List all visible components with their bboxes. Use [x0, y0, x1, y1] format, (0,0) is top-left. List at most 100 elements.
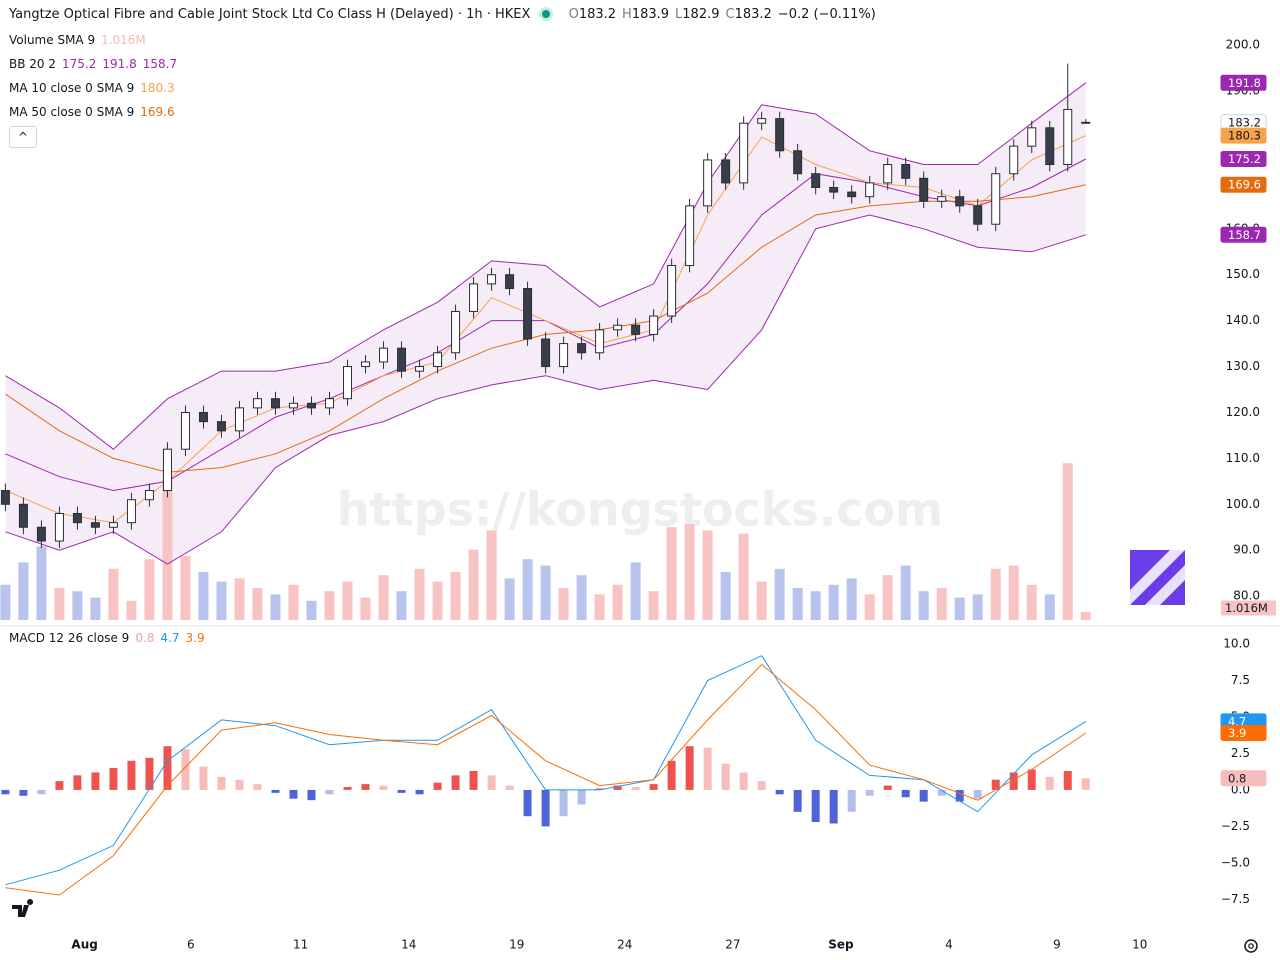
candle-body: [649, 315, 659, 335]
candle-body: [1063, 108, 1073, 166]
y-tick-label: 10.0: [1223, 637, 1250, 651]
y-tick-label: 7.5: [1231, 673, 1250, 687]
volume-bar: [414, 568, 425, 620]
macd-pane: [1, 655, 1090, 896]
candle-body: [595, 329, 605, 354]
legend-name: Volume SMA 9: [9, 33, 96, 47]
y-tick-label: 140.0: [1226, 313, 1260, 327]
legend-value: 175.2: [62, 57, 97, 71]
legend-value: 4.7: [160, 631, 180, 645]
legend-value: 169.6: [140, 105, 175, 119]
symbol-title: Yangtze Optical Fibre and Cable Joint St…: [9, 7, 531, 22]
y-tick-label: 130.0: [1226, 359, 1260, 373]
candle-body: [811, 173, 821, 188]
histogram-bar: [865, 789, 874, 796]
price-badge: [1220, 770, 1267, 787]
price-badge-label: 3.9: [1228, 726, 1246, 740]
price-badge-label: 183.2: [1228, 115, 1261, 129]
candle-body: [307, 402, 317, 409]
histogram-bar: [487, 775, 496, 790]
icon-stripes: [1130, 550, 1185, 605]
histogram-bar: [37, 789, 46, 795]
volume-bar: [288, 584, 299, 620]
histogram-bar: [991, 779, 1000, 790]
gear-hub[interactable]: [1248, 943, 1254, 949]
candle-body: [234, 407, 244, 432]
macd-line: [5, 663, 1087, 896]
histogram-bar: [415, 789, 424, 795]
histogram-bar: [217, 776, 226, 790]
candle-body: [559, 343, 569, 368]
candle-body: [937, 196, 947, 202]
candle-body: [721, 159, 731, 184]
candle-body: [198, 411, 208, 423]
volume-bar: [1026, 584, 1037, 620]
settings-icon[interactable]: [1244, 939, 1258, 953]
candle-body: [703, 159, 713, 207]
volume-bar: [972, 594, 983, 620]
overlay-line: [5, 135, 1087, 524]
candle-body: [216, 421, 226, 432]
volume-bar: [432, 581, 443, 620]
histogram-bar: [55, 781, 64, 790]
histogram-bar: [775, 789, 784, 795]
volume-bar: [792, 588, 803, 620]
candle-body: [1009, 145, 1019, 175]
histogram-bar: [127, 760, 136, 790]
macd-line: [5, 655, 1087, 886]
histogram-bar: [559, 789, 568, 817]
price-badge: [1220, 151, 1267, 168]
histogram-bar: [109, 768, 118, 790]
y-tick-label: 2.5: [1231, 746, 1250, 760]
price-badge: [1220, 176, 1267, 193]
histogram-bar: [955, 789, 964, 802]
collapse-button[interactable]: ^: [9, 126, 37, 148]
ohlc-letter: H: [622, 7, 632, 22]
candle-body: [108, 522, 118, 528]
histogram-bar: [613, 785, 622, 790]
histogram-bar: [163, 746, 172, 790]
candle-body: [180, 411, 190, 450]
histogram-bar: [973, 789, 982, 799]
x-tick-label: 24: [617, 938, 632, 952]
volume-bar: [36, 546, 47, 620]
histogram-bar: [757, 781, 766, 790]
legend-name: MACD 12 26 close 9: [9, 631, 130, 645]
histogram-bar: [325, 789, 334, 795]
histogram-bar: [199, 766, 208, 790]
histogram-bar: [685, 746, 694, 790]
candle-body: [1081, 121, 1091, 124]
volume-bar: [180, 556, 191, 620]
histogram-bar: [1045, 776, 1054, 790]
candle-body: [757, 118, 767, 124]
volume-bar: [810, 591, 821, 620]
histogram-bar: [847, 789, 856, 812]
histogram-bar: [145, 757, 154, 790]
histogram-bar: [289, 789, 298, 799]
y-tick-label: 80.0: [1233, 589, 1260, 603]
candle-body: [379, 347, 389, 363]
price-badge: [1220, 226, 1267, 243]
x-tick-label: 14: [401, 938, 416, 952]
volume-badge-label: 1.016M: [1225, 601, 1268, 615]
x-tick-label: 19: [509, 938, 524, 952]
ohlc-value: 183.9: [631, 7, 670, 22]
histogram-bar: [703, 747, 712, 790]
gear[interactable]: [1244, 939, 1258, 953]
price-pane: [0, 63, 1091, 620]
volume-bar: [360, 597, 371, 620]
volume-bar: [882, 575, 893, 620]
histogram-bar: [649, 784, 658, 790]
volume-bar: [198, 572, 209, 620]
candle-body: [343, 366, 353, 400]
x-tick-label: 27: [725, 938, 740, 952]
histogram-bar: [181, 749, 190, 790]
y-tick-label: 200.0: [1226, 38, 1260, 52]
volume-bar: [324, 591, 335, 620]
volume-bar: [540, 565, 551, 620]
volume-bar: [126, 600, 137, 620]
histogram-bar: [721, 763, 730, 790]
legend-name: MA 50 close 0 SMA 9: [9, 105, 135, 119]
histogram-bar: [19, 789, 28, 796]
histogram-bar: [523, 789, 532, 817]
